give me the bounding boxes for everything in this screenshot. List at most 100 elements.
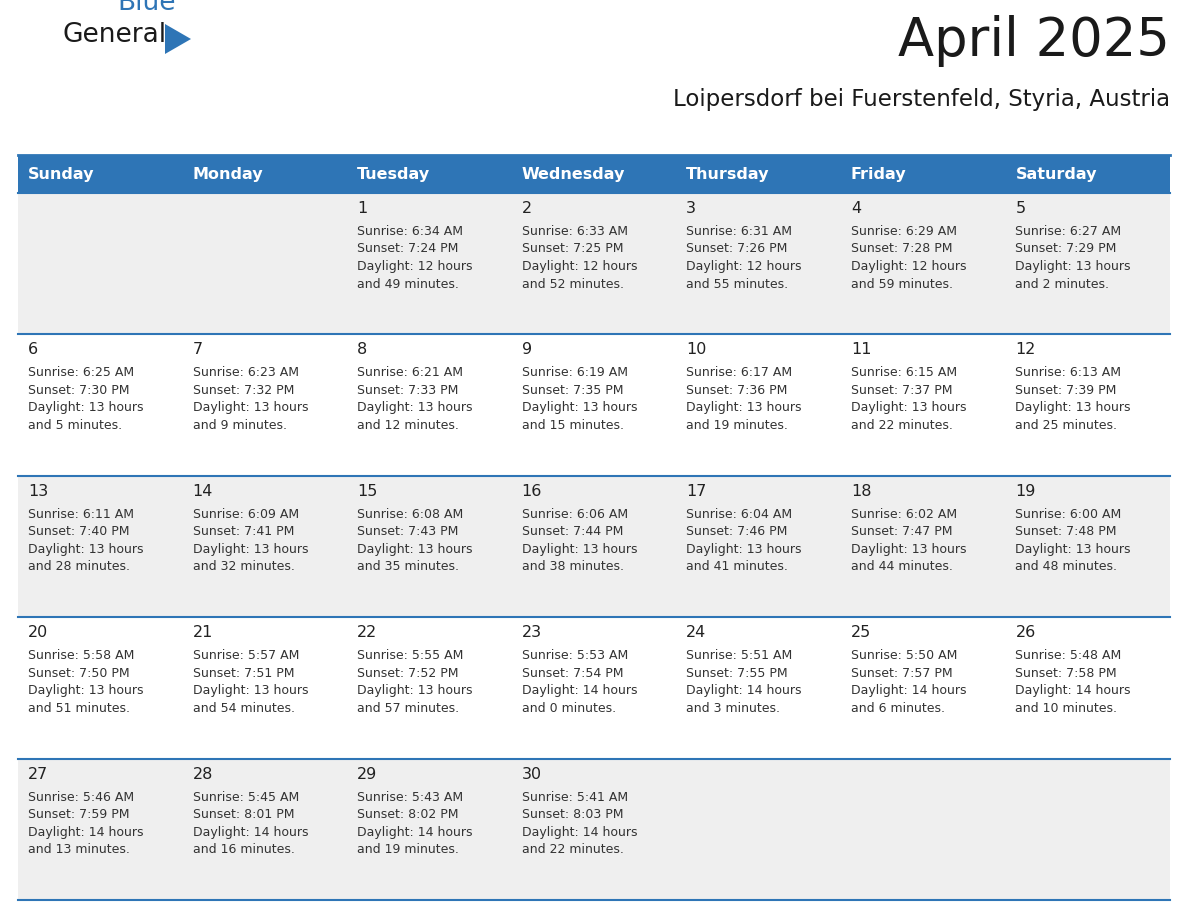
Text: 18: 18 — [851, 484, 871, 498]
Bar — [18, 193, 183, 334]
Bar — [347, 193, 512, 334]
Polygon shape — [165, 24, 191, 54]
Text: and 5 minutes.: and 5 minutes. — [29, 419, 122, 431]
Text: Friday: Friday — [851, 166, 906, 182]
Text: Sunset: 7:58 PM: Sunset: 7:58 PM — [1016, 666, 1117, 679]
Bar — [1005, 193, 1170, 334]
Text: Daylight: 13 hours: Daylight: 13 hours — [851, 401, 966, 414]
Text: 14: 14 — [192, 484, 213, 498]
Text: Thursday: Thursday — [687, 166, 770, 182]
Text: Daylight: 13 hours: Daylight: 13 hours — [1016, 543, 1131, 555]
Text: Sunrise: 6:21 AM: Sunrise: 6:21 AM — [358, 366, 463, 379]
Text: Sunrise: 6:15 AM: Sunrise: 6:15 AM — [851, 366, 958, 379]
Text: and 35 minutes.: and 35 minutes. — [358, 560, 459, 574]
Text: and 28 minutes.: and 28 minutes. — [29, 560, 129, 574]
Text: 29: 29 — [358, 767, 378, 781]
Bar — [347, 758, 512, 900]
Text: Daylight: 13 hours: Daylight: 13 hours — [687, 543, 802, 555]
Text: Sunset: 7:52 PM: Sunset: 7:52 PM — [358, 666, 459, 679]
Text: Daylight: 13 hours: Daylight: 13 hours — [29, 543, 144, 555]
Bar — [1005, 476, 1170, 617]
Text: Sunset: 7:55 PM: Sunset: 7:55 PM — [687, 666, 788, 679]
Text: 21: 21 — [192, 625, 213, 640]
Text: and 0 minutes.: and 0 minutes. — [522, 701, 615, 715]
Text: 11: 11 — [851, 342, 871, 357]
Text: Sunrise: 6:04 AM: Sunrise: 6:04 AM — [687, 508, 792, 521]
Bar — [512, 193, 676, 334]
Text: Sunrise: 6:13 AM: Sunrise: 6:13 AM — [1016, 366, 1121, 379]
Text: 17: 17 — [687, 484, 707, 498]
Text: and 57 minutes.: and 57 minutes. — [358, 701, 460, 715]
Text: Sunset: 7:32 PM: Sunset: 7:32 PM — [192, 384, 293, 397]
Text: and 22 minutes.: and 22 minutes. — [851, 419, 953, 431]
Text: Sunset: 7:26 PM: Sunset: 7:26 PM — [687, 242, 788, 255]
Text: Sunrise: 6:33 AM: Sunrise: 6:33 AM — [522, 225, 627, 238]
Text: Daylight: 14 hours: Daylight: 14 hours — [1016, 684, 1131, 697]
Bar — [676, 476, 841, 617]
Text: Daylight: 13 hours: Daylight: 13 hours — [1016, 401, 1131, 414]
Text: and 55 minutes.: and 55 minutes. — [687, 277, 789, 290]
Text: 13: 13 — [29, 484, 49, 498]
Text: and 19 minutes.: and 19 minutes. — [687, 419, 788, 431]
Text: Daylight: 13 hours: Daylight: 13 hours — [851, 543, 966, 555]
Text: 8: 8 — [358, 342, 367, 357]
Text: Daylight: 14 hours: Daylight: 14 hours — [522, 684, 637, 697]
Text: Sunset: 7:29 PM: Sunset: 7:29 PM — [1016, 242, 1117, 255]
Text: 6: 6 — [29, 342, 38, 357]
Text: 5: 5 — [1016, 201, 1025, 216]
Text: 20: 20 — [29, 625, 49, 640]
Text: and 9 minutes.: and 9 minutes. — [192, 419, 286, 431]
Text: Daylight: 13 hours: Daylight: 13 hours — [192, 401, 308, 414]
Text: Daylight: 14 hours: Daylight: 14 hours — [358, 825, 473, 839]
Text: and 12 minutes.: and 12 minutes. — [358, 419, 459, 431]
Text: Daylight: 14 hours: Daylight: 14 hours — [687, 684, 802, 697]
Bar — [183, 617, 347, 758]
Text: 30: 30 — [522, 767, 542, 781]
Text: Sunset: 7:44 PM: Sunset: 7:44 PM — [522, 525, 623, 538]
Bar — [18, 476, 183, 617]
Text: Sunrise: 5:53 AM: Sunrise: 5:53 AM — [522, 649, 628, 662]
Text: Sunrise: 6:29 AM: Sunrise: 6:29 AM — [851, 225, 956, 238]
Text: 2: 2 — [522, 201, 532, 216]
Bar — [347, 617, 512, 758]
Text: Sunset: 7:36 PM: Sunset: 7:36 PM — [687, 384, 788, 397]
Bar — [18, 334, 183, 476]
Text: Sunrise: 6:34 AM: Sunrise: 6:34 AM — [358, 225, 463, 238]
Text: 1: 1 — [358, 201, 367, 216]
Text: Sunset: 7:30 PM: Sunset: 7:30 PM — [29, 384, 129, 397]
Text: 15: 15 — [358, 484, 378, 498]
Text: Daylight: 14 hours: Daylight: 14 hours — [522, 825, 637, 839]
Text: and 51 minutes.: and 51 minutes. — [29, 701, 129, 715]
Text: Sunset: 8:03 PM: Sunset: 8:03 PM — [522, 808, 624, 821]
Text: 24: 24 — [687, 625, 707, 640]
Bar — [676, 617, 841, 758]
Text: Sunrise: 5:48 AM: Sunrise: 5:48 AM — [1016, 649, 1121, 662]
Text: Sunrise: 5:41 AM: Sunrise: 5:41 AM — [522, 790, 627, 803]
Bar — [1005, 617, 1170, 758]
Text: Daylight: 12 hours: Daylight: 12 hours — [851, 260, 966, 273]
Text: and 44 minutes.: and 44 minutes. — [851, 560, 953, 574]
Text: Saturday: Saturday — [1016, 166, 1097, 182]
Bar — [18, 758, 183, 900]
Text: Sunrise: 6:31 AM: Sunrise: 6:31 AM — [687, 225, 792, 238]
Text: Daylight: 13 hours: Daylight: 13 hours — [358, 401, 473, 414]
Text: 16: 16 — [522, 484, 542, 498]
Text: Sunset: 7:48 PM: Sunset: 7:48 PM — [1016, 525, 1117, 538]
Text: Sunset: 7:47 PM: Sunset: 7:47 PM — [851, 525, 953, 538]
Text: and 38 minutes.: and 38 minutes. — [522, 560, 624, 574]
Text: Sunset: 7:59 PM: Sunset: 7:59 PM — [29, 808, 129, 821]
Text: Sunrise: 5:57 AM: Sunrise: 5:57 AM — [192, 649, 299, 662]
Text: Daylight: 12 hours: Daylight: 12 hours — [358, 260, 473, 273]
Text: Sunset: 7:50 PM: Sunset: 7:50 PM — [29, 666, 129, 679]
Text: Sunset: 7:46 PM: Sunset: 7:46 PM — [687, 525, 788, 538]
Bar — [512, 758, 676, 900]
Bar — [676, 193, 841, 334]
Text: Sunrise: 6:17 AM: Sunrise: 6:17 AM — [687, 366, 792, 379]
Text: Sunrise: 6:02 AM: Sunrise: 6:02 AM — [851, 508, 958, 521]
Text: Daylight: 14 hours: Daylight: 14 hours — [192, 825, 308, 839]
Text: Daylight: 13 hours: Daylight: 13 hours — [358, 543, 473, 555]
Text: Sunrise: 6:08 AM: Sunrise: 6:08 AM — [358, 508, 463, 521]
Bar — [183, 155, 347, 193]
Bar — [676, 155, 841, 193]
Text: 28: 28 — [192, 767, 213, 781]
